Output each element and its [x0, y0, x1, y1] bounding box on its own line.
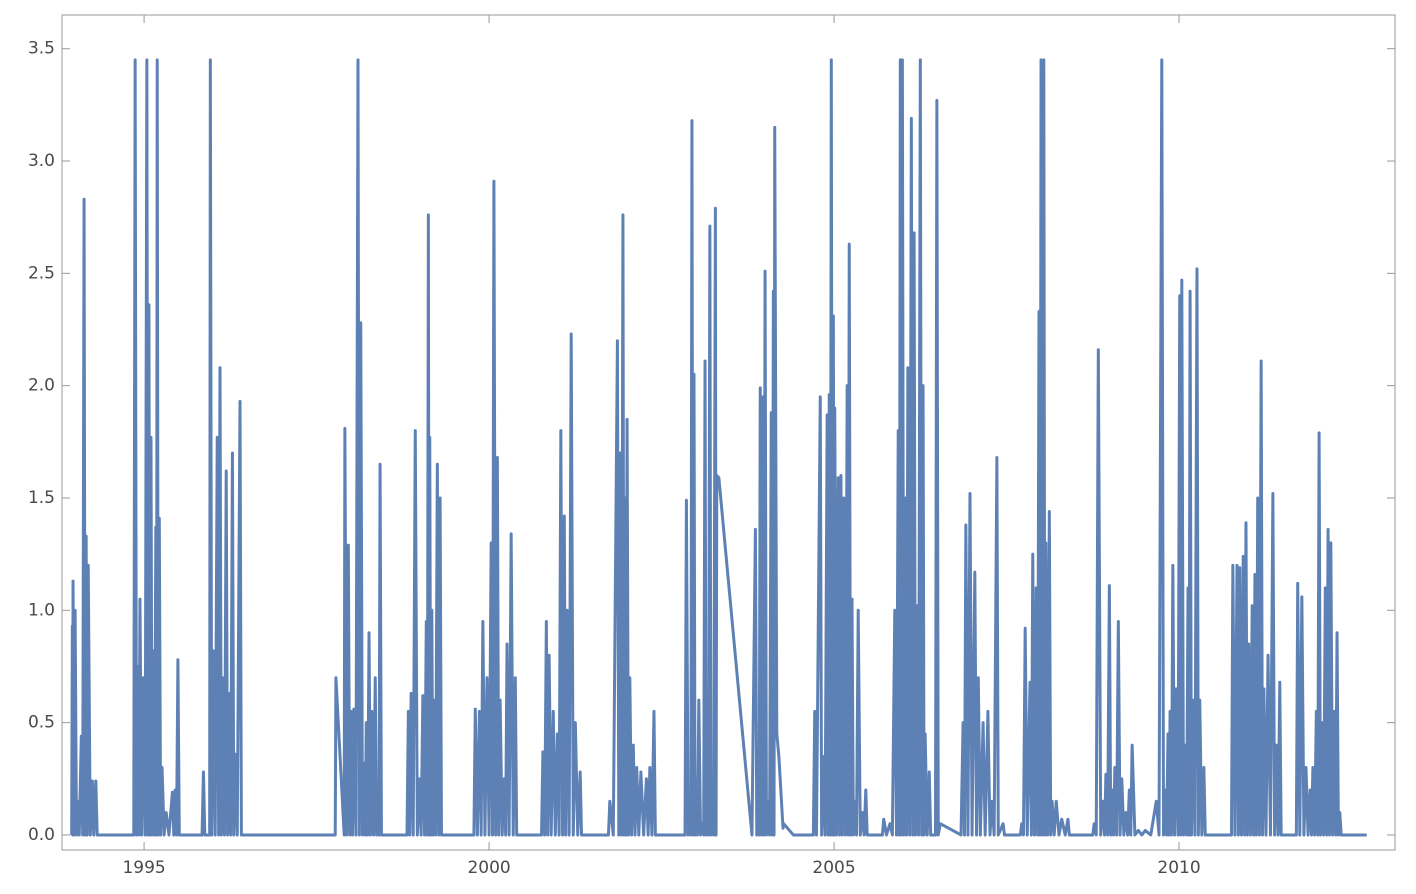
- y-tick-label: 0.5: [28, 713, 55, 733]
- y-tick-label: 1.0: [28, 600, 55, 620]
- x-tick-label: 2010: [1157, 858, 1200, 878]
- y-tick-label: 0.0: [28, 825, 55, 845]
- x-tick-label: 1995: [122, 858, 165, 878]
- y-tick-label: 1.5: [28, 488, 55, 508]
- y-tick-label: 3.5: [28, 39, 55, 59]
- y-tick-label: 2.0: [28, 376, 55, 396]
- plot-frame: [61, 14, 1396, 851]
- x-tick-label: 2005: [812, 858, 855, 878]
- x-tick-label: 2000: [467, 858, 510, 878]
- data-line: [70, 58, 1367, 837]
- y-tick-label: 2.5: [28, 263, 55, 283]
- y-tick-label: 3.0: [28, 151, 55, 171]
